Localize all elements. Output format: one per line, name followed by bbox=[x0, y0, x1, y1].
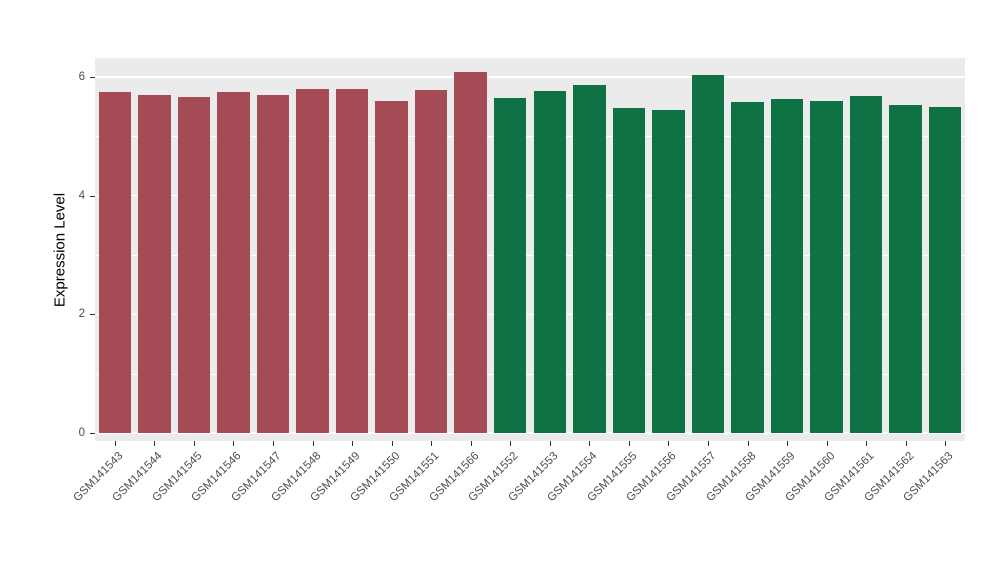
x-tick-mark bbox=[628, 441, 630, 446]
x-tick-mark bbox=[866, 441, 868, 446]
bar bbox=[454, 72, 487, 433]
gridline-major bbox=[95, 432, 965, 434]
bar bbox=[256, 94, 290, 433]
y-tick-mark bbox=[90, 77, 95, 78]
x-tick-mark bbox=[549, 441, 551, 446]
bar bbox=[375, 100, 408, 433]
x-tick-mark bbox=[431, 441, 433, 446]
y-tick-mark bbox=[90, 433, 95, 434]
bar bbox=[652, 109, 685, 433]
x-tick-mark bbox=[470, 441, 472, 446]
bar bbox=[533, 90, 566, 433]
gridline-minor bbox=[95, 373, 965, 375]
x-tick-mark bbox=[905, 441, 907, 446]
x-tick-mark bbox=[114, 441, 116, 446]
gridline-major bbox=[95, 76, 965, 78]
y-tick-label: 6 bbox=[78, 71, 85, 83]
gridline-minor bbox=[95, 136, 965, 138]
y-tick-label: 0 bbox=[78, 427, 85, 439]
bar bbox=[335, 88, 369, 433]
y-tick-label: 4 bbox=[78, 189, 85, 202]
bar bbox=[177, 96, 211, 433]
plot-panel bbox=[95, 58, 965, 441]
bar bbox=[731, 101, 764, 433]
x-tick-mark bbox=[589, 441, 591, 446]
x-tick-mark bbox=[233, 441, 235, 446]
x-tick-mark bbox=[787, 441, 789, 446]
x-tick-mark bbox=[707, 441, 709, 446]
gridline-major bbox=[95, 313, 965, 316]
bar bbox=[296, 88, 329, 433]
y-tick-label: 2 bbox=[78, 308, 85, 321]
x-tick-mark bbox=[668, 441, 670, 446]
x-tick-mark bbox=[510, 441, 512, 446]
x-tick-mark bbox=[272, 441, 274, 446]
y-tick-mark bbox=[90, 314, 95, 316]
bar bbox=[612, 107, 646, 433]
gridline-major bbox=[95, 194, 965, 197]
x-tick-mark bbox=[352, 441, 354, 446]
x-tick-mark bbox=[945, 441, 947, 446]
x-tick-mark bbox=[312, 441, 314, 446]
bar bbox=[494, 97, 527, 433]
x-tick-mark bbox=[747, 441, 749, 446]
gridline-minor bbox=[95, 255, 965, 256]
bar bbox=[810, 100, 843, 433]
y-tick-mark bbox=[90, 195, 95, 197]
bar bbox=[98, 91, 131, 433]
x-tick-mark bbox=[391, 441, 393, 446]
bar bbox=[217, 91, 250, 433]
x-tick-mark bbox=[154, 441, 156, 446]
bar bbox=[849, 95, 883, 433]
bar bbox=[138, 94, 171, 433]
bar bbox=[770, 98, 804, 433]
bar bbox=[929, 106, 962, 433]
bar bbox=[691, 75, 725, 433]
bar bbox=[414, 90, 448, 433]
bar bbox=[889, 104, 922, 433]
x-tick-mark bbox=[826, 441, 828, 446]
bar bbox=[573, 84, 606, 433]
y-axis-title: Expression Level bbox=[51, 192, 69, 307]
x-tick-mark bbox=[193, 441, 195, 446]
